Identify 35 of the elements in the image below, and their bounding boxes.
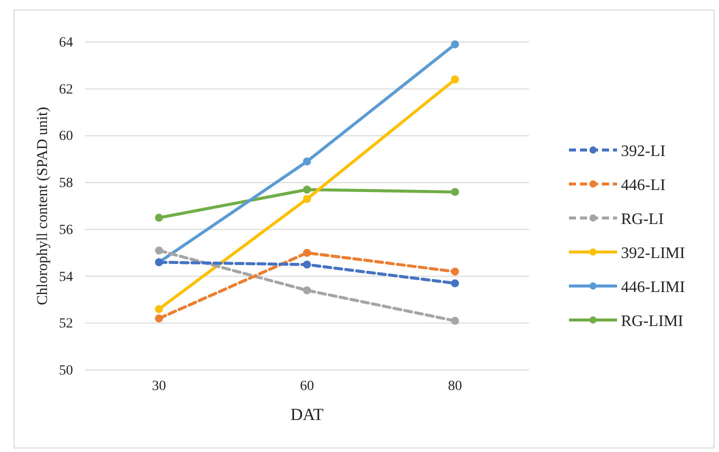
y-axis-title: Chlorophyll content (SPAD unit) (35, 106, 51, 306)
point (451, 76, 459, 84)
point (451, 268, 459, 276)
point (303, 194, 311, 203)
y-tick-label: 52 (59, 316, 73, 332)
y-tick-label: 56 (59, 222, 73, 238)
legend-label: 392-LIMI (621, 245, 685, 262)
point (155, 305, 163, 314)
y-tick-label: 54 (59, 270, 73, 285)
x-axis-title: DAT (290, 405, 324, 424)
point (451, 188, 459, 196)
legend-label: RG-LI (621, 211, 664, 228)
point (303, 186, 311, 194)
y-tick-label: 62 (59, 82, 73, 98)
legend-label: 446-LIMI (621, 279, 685, 296)
point (155, 214, 163, 222)
y-tick-label: 64 (59, 35, 73, 50)
legend-label: 392-LI (621, 143, 666, 160)
point (451, 279, 459, 288)
y-tick-label: 50 (59, 363, 73, 378)
point (303, 158, 311, 166)
x-tick-label: 60 (300, 378, 314, 394)
point (303, 260, 311, 269)
y-tick-label: 58 (59, 176, 73, 192)
x-tick-label: 80 (448, 378, 462, 394)
legend-label: RG-LIMI (621, 313, 684, 330)
legend-label: 446-LI (621, 177, 666, 194)
point (451, 316, 459, 325)
point (303, 286, 311, 294)
point (155, 314, 163, 322)
x-tick-label: 30 (152, 378, 166, 394)
y-tick-label: 60 (59, 129, 73, 144)
point (303, 248, 311, 257)
point (155, 246, 163, 254)
point (451, 40, 459, 48)
